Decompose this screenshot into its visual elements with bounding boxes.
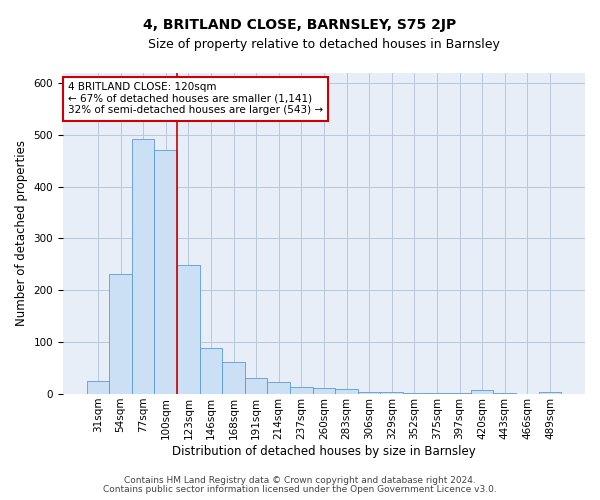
Text: Contains public sector information licensed under the Open Government Licence v3: Contains public sector information licen… bbox=[103, 484, 497, 494]
Bar bbox=[380, 392, 403, 394]
Bar bbox=[335, 389, 358, 394]
Bar bbox=[86, 381, 109, 394]
Bar bbox=[539, 392, 561, 394]
X-axis label: Distribution of detached houses by size in Barnsley: Distribution of detached houses by size … bbox=[172, 444, 476, 458]
Text: Contains HM Land Registry data © Crown copyright and database right 2024.: Contains HM Land Registry data © Crown c… bbox=[124, 476, 476, 485]
Bar bbox=[448, 393, 471, 394]
Bar bbox=[132, 139, 154, 394]
Bar bbox=[177, 266, 200, 394]
Bar bbox=[313, 388, 335, 394]
Bar bbox=[358, 392, 380, 394]
Bar bbox=[222, 362, 245, 394]
Bar bbox=[425, 393, 448, 394]
Bar bbox=[109, 274, 132, 394]
Bar bbox=[268, 382, 290, 394]
Title: Size of property relative to detached houses in Barnsley: Size of property relative to detached ho… bbox=[148, 38, 500, 51]
Y-axis label: Number of detached properties: Number of detached properties bbox=[15, 140, 28, 326]
Text: 4 BRITLAND CLOSE: 120sqm
← 67% of detached houses are smaller (1,141)
32% of sem: 4 BRITLAND CLOSE: 120sqm ← 67% of detach… bbox=[68, 82, 323, 116]
Bar bbox=[154, 150, 177, 394]
Bar bbox=[200, 348, 222, 394]
Text: 4, BRITLAND CLOSE, BARNSLEY, S75 2JP: 4, BRITLAND CLOSE, BARNSLEY, S75 2JP bbox=[143, 18, 457, 32]
Bar bbox=[403, 393, 425, 394]
Bar bbox=[471, 390, 493, 394]
Bar bbox=[245, 378, 268, 394]
Bar bbox=[290, 388, 313, 394]
Bar bbox=[493, 393, 516, 394]
